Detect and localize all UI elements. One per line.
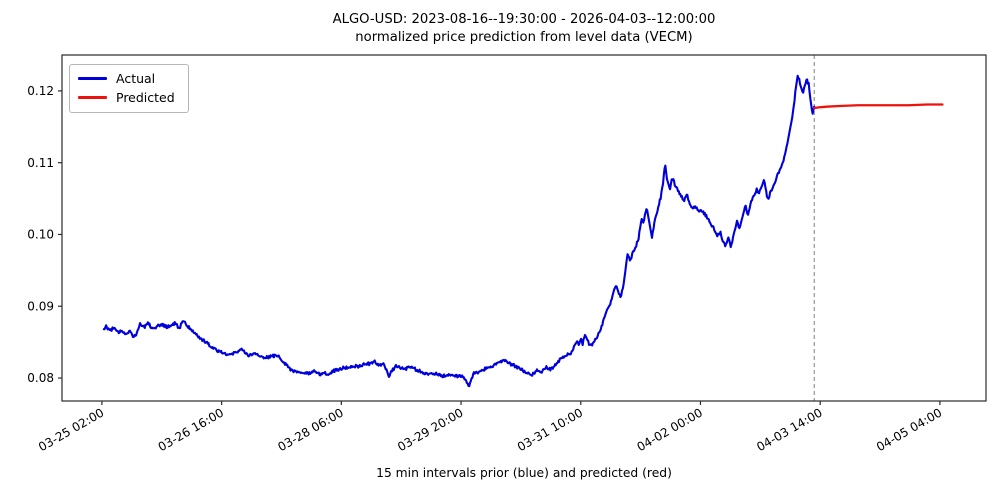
- legend-item-predicted: Predicted: [70, 88, 188, 107]
- x-tick-label: 04-05 04:00: [874, 405, 944, 454]
- y-tick-label: 0.10: [27, 228, 54, 242]
- actual-line-sample: [78, 77, 107, 80]
- y-tick-label: 0.08: [27, 371, 54, 385]
- x-tick-label: 03-29 20:00: [395, 405, 465, 454]
- x-axis-label: 15 min intervals prior (blue) and predic…: [376, 466, 672, 480]
- y-tick-label: 0.11: [27, 156, 54, 170]
- legend-label-actual: Actual: [116, 71, 156, 86]
- x-tick-label: 03-25 02:00: [36, 405, 106, 454]
- legend-item-actual: Actual: [70, 69, 188, 88]
- chart-title-line1: ALGO-USD: 2023-08-16--19:30:00 - 2026-04…: [332, 12, 716, 27]
- legend-label-predicted: Predicted: [116, 90, 175, 105]
- x-tick-label: 03-26 16:00: [156, 405, 226, 454]
- chart-title-line2: normalized price prediction from level d…: [355, 30, 693, 45]
- y-tick-label: 0.12: [27, 84, 54, 98]
- x-tick-label: 04-03 14:00: [754, 405, 824, 454]
- x-tick-label: 03-31 10:00: [515, 405, 585, 454]
- chart-title: ALGO-USD: 2023-08-16--19:30:00 - 2026-04…: [62, 11, 986, 47]
- x-tick-label: 04-02 00:00: [635, 405, 705, 454]
- axes-frame: [61, 54, 987, 402]
- predicted-line-sample: [78, 96, 107, 99]
- predicted-series-line: [813, 103, 944, 110]
- y-tick-label: 0.09: [27, 299, 54, 313]
- actual-series-line: [102, 74, 816, 388]
- legend: Actual Predicted: [69, 64, 189, 113]
- x-tick-label: 03-28 06:00: [275, 405, 345, 454]
